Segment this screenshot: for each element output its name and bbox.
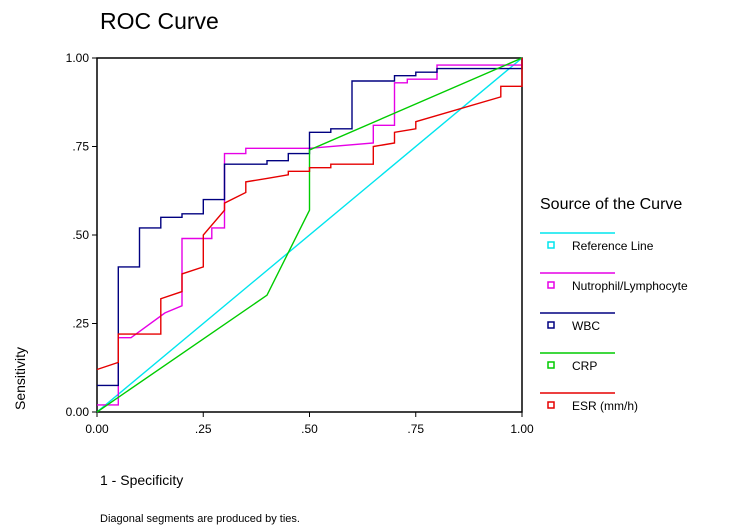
y-tick-label: .75 bbox=[72, 140, 89, 154]
legend-label-wbc: WBC bbox=[572, 319, 600, 333]
legend-label-esr-mm-h: ESR (mm/h) bbox=[572, 399, 638, 413]
series-line-reference-line bbox=[96, 57, 523, 413]
legend-marker-wbc bbox=[547, 321, 555, 329]
x-axis-label: 1 - Specificity bbox=[100, 472, 184, 488]
legend-marker-crp bbox=[547, 361, 555, 369]
legend-label-crp: CRP bbox=[572, 359, 597, 373]
x-tick-label: .75 bbox=[407, 422, 424, 436]
y-tick-label: 1.00 bbox=[66, 51, 90, 65]
legend-title: Source of the Curve bbox=[540, 196, 683, 213]
y-tick-label: 0.00 bbox=[66, 405, 90, 419]
x-tick-label: 1.00 bbox=[510, 422, 534, 436]
x-tick-label: .50 bbox=[301, 422, 318, 436]
series-line-crp bbox=[96, 57, 523, 413]
series-line-nutrophil-lymphocyte bbox=[97, 58, 523, 406]
legend-marker-esr-mm-h bbox=[547, 401, 555, 409]
series-line-wbc bbox=[97, 58, 523, 387]
legend-marker-nutrophil-lymphocyte bbox=[547, 281, 555, 289]
x-tick-label: .25 bbox=[195, 422, 212, 436]
y-tick-label: .50 bbox=[72, 228, 89, 242]
legend-label-reference-line: Reference Line bbox=[572, 239, 654, 253]
x-tick-label: 0.00 bbox=[85, 422, 109, 436]
chart-title: ROC Curve bbox=[100, 8, 219, 34]
footnote: Diagonal segments are produced by ties. bbox=[100, 513, 300, 525]
legend-marker-reference-line bbox=[547, 241, 555, 249]
series-line-esr-mm-h bbox=[96, 58, 523, 371]
y-tick-label: .25 bbox=[72, 317, 89, 331]
legend-label-nutrophil-lymphocyte: Nutrophil/Lymphocyte bbox=[572, 279, 688, 293]
